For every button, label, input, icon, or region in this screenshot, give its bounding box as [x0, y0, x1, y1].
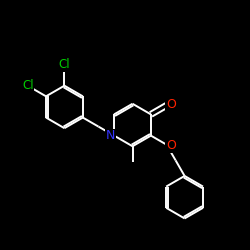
Text: Cl: Cl [58, 58, 70, 71]
Text: O: O [166, 98, 176, 110]
Text: Cl: Cl [22, 79, 34, 92]
Text: O: O [166, 140, 176, 152]
Text: N: N [106, 129, 115, 142]
